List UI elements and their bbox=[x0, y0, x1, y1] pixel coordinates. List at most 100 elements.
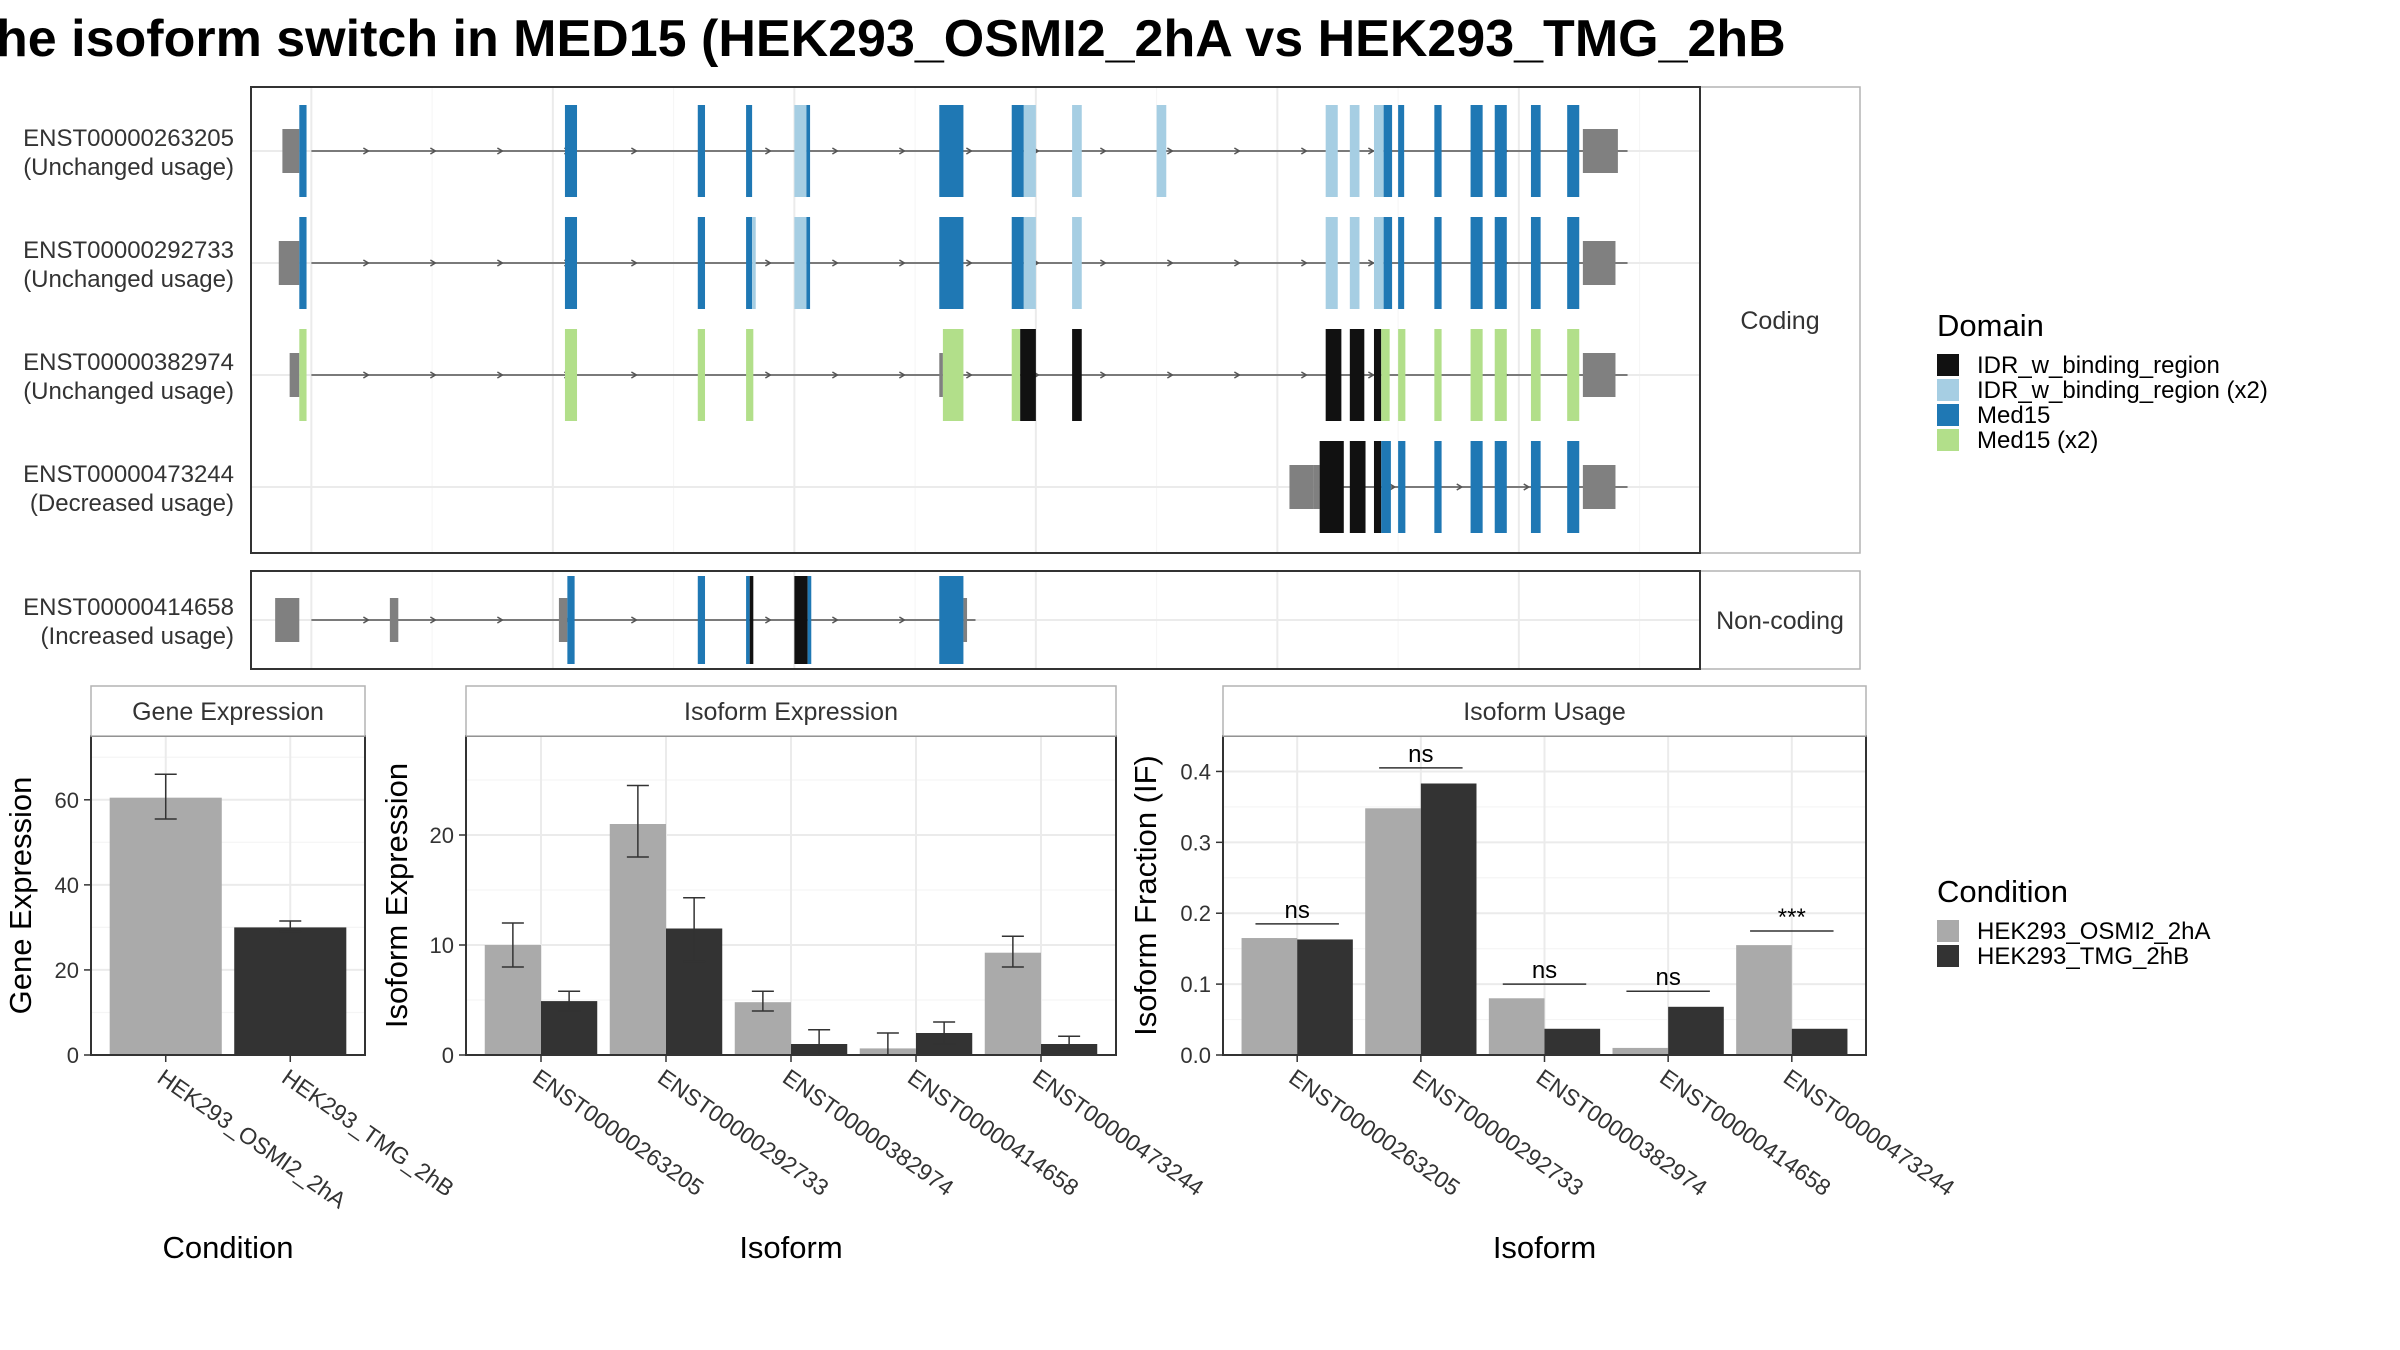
transcript-usage-label: (Decreased usage) bbox=[30, 490, 234, 517]
chart-title-strip bbox=[1222, 685, 1867, 737]
transcript-usage-label: (Unchanged usage) bbox=[23, 378, 234, 405]
direction-arrow bbox=[1166, 147, 1174, 155]
bar bbox=[1791, 1028, 1848, 1055]
legend-label: Med15 (x2) bbox=[1977, 427, 2098, 454]
exon-med15-x2 bbox=[1567, 329, 1580, 421]
exon-med15 bbox=[746, 217, 753, 309]
y-tick-label: 0.0 bbox=[1180, 1043, 1211, 1068]
y-tick-label: 0.4 bbox=[1180, 759, 1211, 784]
direction-arrow bbox=[831, 371, 839, 379]
chart-title: Isoform Expression bbox=[684, 698, 898, 726]
direction-arrow bbox=[1099, 147, 1107, 155]
exon-idr bbox=[749, 576, 754, 664]
transcript-id-label: ENST00000473244 bbox=[23, 461, 234, 488]
exon-idr-x2 bbox=[1349, 105, 1360, 197]
y-tick-label: 0 bbox=[67, 1043, 79, 1068]
y-axis-title: Isoform Expression bbox=[379, 763, 414, 1028]
y-tick-label: 20 bbox=[430, 823, 454, 848]
legend-label: IDR_w_binding_region bbox=[1977, 352, 2220, 379]
exon-med15 bbox=[1470, 217, 1483, 309]
direction-arrow bbox=[496, 259, 504, 267]
exon-med15-x2 bbox=[564, 329, 578, 421]
direction-arrow bbox=[1523, 483, 1531, 491]
exon-med15 bbox=[1434, 105, 1442, 197]
bar bbox=[1544, 1028, 1601, 1055]
exon-med15-x2 bbox=[1494, 329, 1507, 421]
exon-med15 bbox=[1011, 217, 1024, 309]
exon-med15 bbox=[564, 217, 578, 309]
bar bbox=[1488, 998, 1545, 1055]
exon-med15-x2 bbox=[746, 329, 754, 421]
exon-utr bbox=[1313, 465, 1320, 509]
exon-med15 bbox=[939, 576, 964, 664]
bar bbox=[1736, 945, 1792, 1055]
direction-arrow bbox=[1099, 259, 1107, 267]
utr-segment bbox=[278, 241, 300, 285]
direction-arrow bbox=[898, 147, 906, 155]
direction-arrow bbox=[1300, 259, 1308, 267]
exon-idr bbox=[1349, 329, 1365, 421]
exon-med15 bbox=[1398, 441, 1406, 533]
direction-arrow bbox=[1300, 147, 1308, 155]
exon-idr-x2 bbox=[1325, 105, 1338, 197]
y-axis-title: Isoform Fraction (IF) bbox=[1128, 755, 1163, 1036]
exon-idr bbox=[1349, 441, 1366, 533]
x-axis-title: Isoform bbox=[1493, 1230, 1596, 1265]
direction-arrow bbox=[898, 616, 906, 624]
exon-med15-x2 bbox=[942, 329, 964, 421]
exon-med15 bbox=[1011, 105, 1024, 197]
exon-med15 bbox=[697, 105, 706, 197]
direction-arrow bbox=[898, 371, 906, 379]
coding-strip-label: Coding bbox=[1740, 307, 1819, 335]
direction-arrow bbox=[764, 147, 772, 155]
exon-idr-x2 bbox=[1373, 217, 1384, 309]
exon-med15-x2 bbox=[1470, 329, 1483, 421]
exon-med15-x2 bbox=[1434, 329, 1442, 421]
exon-med15-x2 bbox=[1398, 329, 1406, 421]
transcript-id-label: ENST00000382974 bbox=[23, 349, 234, 376]
exon-idr bbox=[1373, 441, 1382, 533]
exon-med15 bbox=[564, 105, 578, 197]
legend-key bbox=[1937, 920, 1959, 942]
bar bbox=[109, 797, 222, 1055]
gene-expression-chart: 0204060HEK293_OSMI2_2hAHEK293_TMG_2hBGen… bbox=[3, 685, 459, 1265]
legend-key bbox=[1937, 354, 1959, 376]
direction-arrow bbox=[362, 259, 370, 267]
exon-med15 bbox=[697, 217, 706, 309]
significance-label: *** bbox=[1778, 904, 1806, 931]
significance-label: ns bbox=[1408, 741, 1433, 768]
exon-med15 bbox=[1434, 441, 1442, 533]
direction-arrow bbox=[1367, 371, 1375, 379]
exon-med15 bbox=[1530, 105, 1541, 197]
utr-segment bbox=[275, 598, 300, 642]
y-tick-label: 0.1 bbox=[1180, 972, 1211, 997]
exon-idr-x2 bbox=[752, 217, 756, 309]
exon-idr bbox=[1319, 441, 1344, 533]
figure-title: he isoform switch in MED15 (HEK293_OSMI2… bbox=[0, 10, 1786, 68]
bar bbox=[1365, 808, 1421, 1055]
exon-idr-x2 bbox=[1023, 217, 1036, 309]
utr-segment bbox=[1582, 353, 1616, 397]
direction-arrow bbox=[1233, 371, 1241, 379]
exon-med15 bbox=[299, 217, 307, 309]
direction-arrow bbox=[429, 147, 437, 155]
direction-arrow bbox=[831, 616, 839, 624]
exon-idr-x2 bbox=[1373, 105, 1384, 197]
utr-segment bbox=[1582, 465, 1616, 509]
exon-med15 bbox=[1398, 105, 1405, 197]
domain-legend: Domain IDR_w_binding_regionIDR_w_binding_… bbox=[1937, 308, 2268, 454]
direction-arrow bbox=[1233, 259, 1241, 267]
transcript-id-label: ENST00000292733 bbox=[23, 237, 234, 264]
exon-utr bbox=[939, 353, 943, 397]
chart-title-strip bbox=[465, 685, 1117, 737]
exon-med15 bbox=[1470, 441, 1483, 533]
significance-label: ns bbox=[1532, 957, 1557, 984]
direction-arrow bbox=[429, 616, 437, 624]
exon-idr bbox=[1020, 329, 1036, 421]
exon-med15 bbox=[1383, 217, 1393, 309]
direction-arrow bbox=[630, 371, 638, 379]
significance-label: ns bbox=[1285, 897, 1310, 924]
noncoding-strip bbox=[1699, 570, 1861, 670]
y-tick-label: 0.2 bbox=[1180, 901, 1211, 926]
